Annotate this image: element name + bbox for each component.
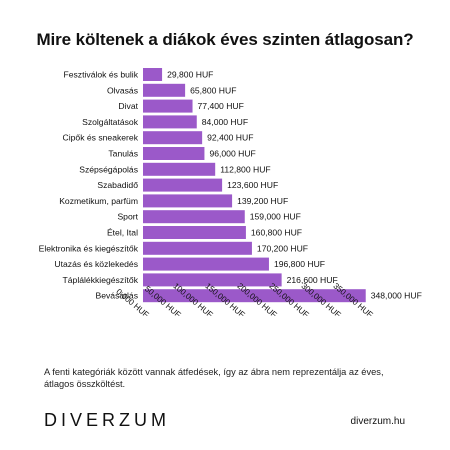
category-label: Elektronika és kiegészítők — [39, 243, 139, 253]
value-label: 170,200 HUF — [257, 243, 308, 253]
bar — [143, 178, 223, 192]
value-label: 348,000 HUF — [371, 291, 422, 301]
bar — [143, 289, 366, 303]
value-label: 29,800 HUF — [167, 70, 213, 80]
value-label: 92,400 HUF — [207, 133, 253, 143]
chart-title: Mire költenek a diákok éves szinten átla… — [36, 30, 414, 49]
value-label: 139,200 HUF — [237, 196, 288, 206]
bar — [143, 115, 197, 129]
value-label: 77,400 HUF — [198, 101, 244, 111]
value-label: 123,600 HUF — [227, 180, 278, 190]
value-label: 196,800 HUF — [274, 259, 325, 269]
category-label: Táplálékkiegészítők — [63, 275, 139, 285]
bar — [143, 147, 205, 160]
value-label: 216,600 HUF — [287, 275, 338, 285]
value-label: 65,800 HUF — [190, 85, 236, 95]
brand-logo: DIVERZUM — [44, 410, 170, 430]
category-label: Olvasás — [107, 85, 138, 95]
bar — [143, 131, 203, 145]
category-label: Sport — [117, 212, 138, 222]
bar — [143, 273, 282, 287]
category-label: Divat — [118, 101, 138, 111]
category-label: Bevásárlás — [95, 291, 138, 301]
value-label: 159,000 HUF — [250, 212, 301, 222]
category-label: Szabadidő — [97, 180, 138, 190]
value-label: 84,000 HUF — [202, 117, 248, 127]
category-label: Szépségápolás — [79, 164, 138, 174]
bar — [143, 226, 246, 239]
bar — [143, 257, 269, 271]
bar — [143, 83, 186, 97]
bar — [143, 99, 193, 113]
value-label: 112,800 HUF — [220, 164, 270, 174]
category-label: Étel, Ital — [107, 228, 138, 238]
value-label: 96,000 HUF — [209, 149, 255, 159]
bar — [143, 210, 245, 224]
bar — [143, 194, 233, 208]
bar — [143, 162, 216, 176]
bar — [143, 241, 252, 255]
category-label: Cipők és sneakerek — [63, 133, 139, 143]
bar — [143, 68, 163, 81]
website-link[interactable]: diverzum.hu — [350, 416, 405, 427]
category-label: Fesztiválok és bulik — [63, 70, 138, 80]
bar-chart: Fesztiválok és bulik 29,800 HUF Olvasás 65,… — [39, 68, 422, 320]
category-label: Tanulás — [108, 149, 138, 159]
category-label: Utazás és közlekedés — [54, 259, 138, 269]
category-label: Kozmetikum, parfüm — [59, 196, 138, 206]
category-label: Szolgáltatások — [82, 117, 139, 127]
footnote: A fenti kategóriák között vannak átfedés… — [44, 367, 384, 389]
value-label: 160,800 HUF — [251, 228, 302, 238]
